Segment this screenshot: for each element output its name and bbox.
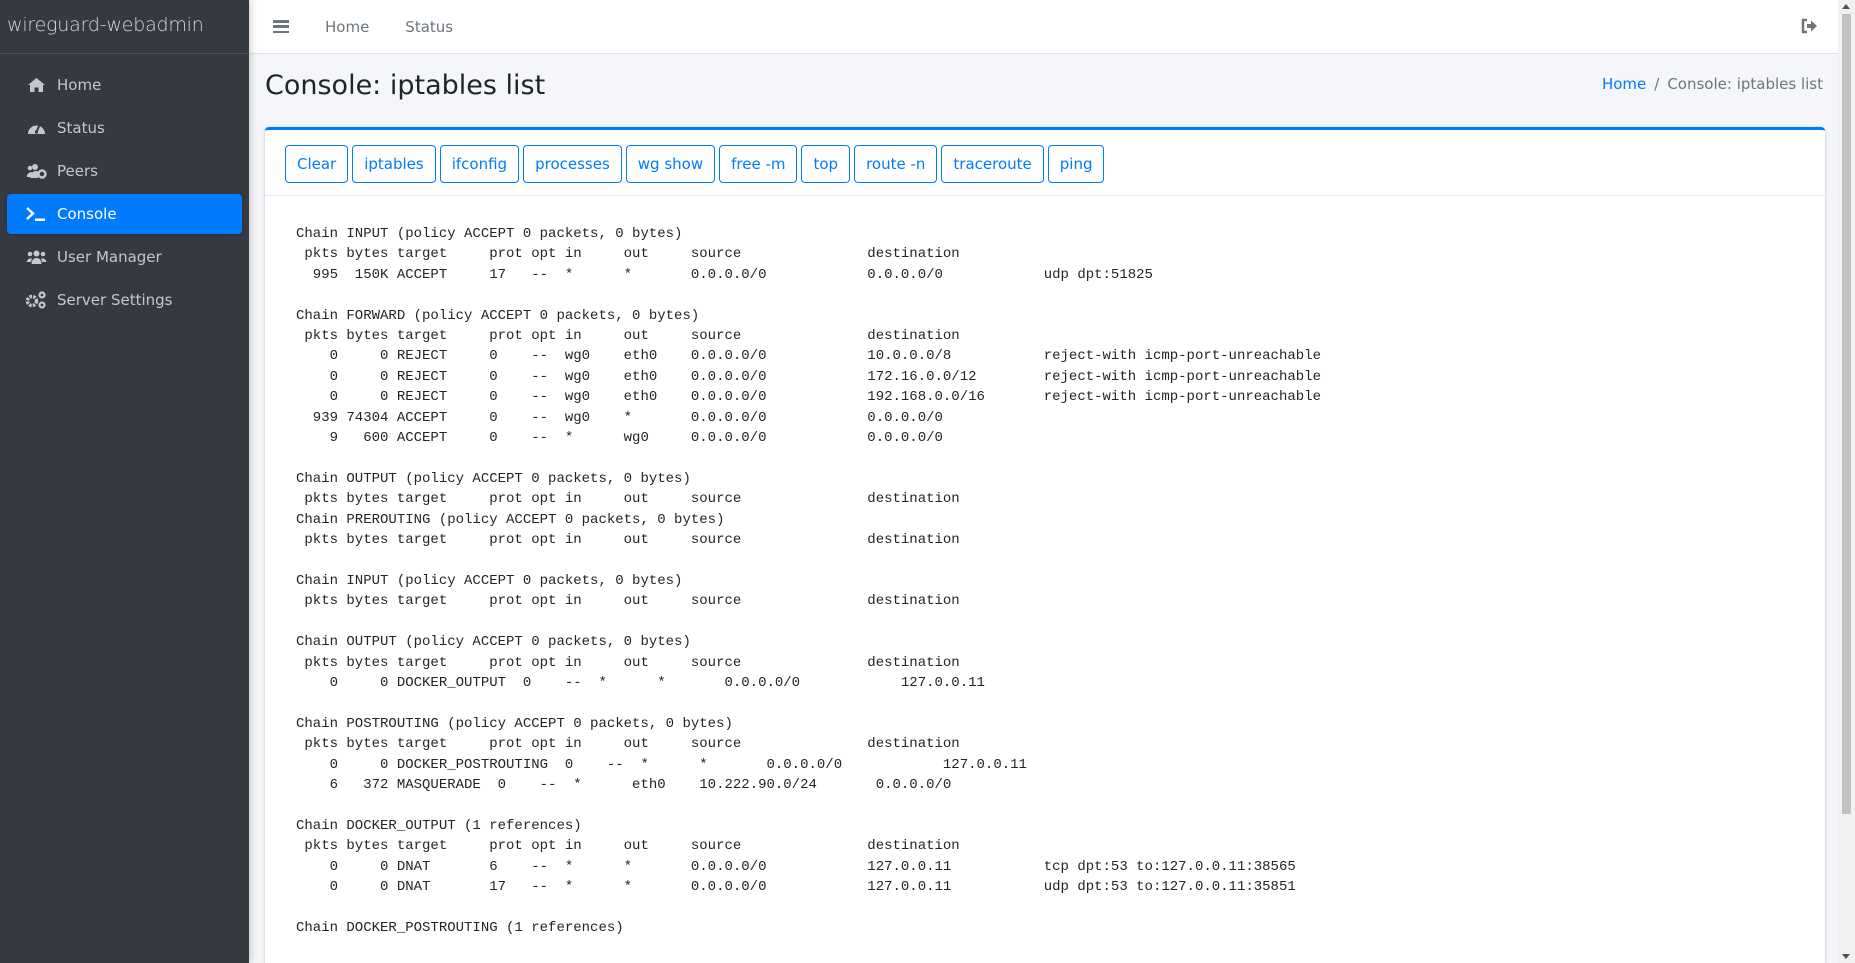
sidebar-item-status[interactable]: Status xyxy=(7,108,242,148)
top-navbar: Home Status xyxy=(249,0,1838,54)
sidebar-item-label: Console xyxy=(57,205,117,223)
sidebar: wireguard-webadmin Home Status Peers Con… xyxy=(0,0,249,963)
traceroute-button[interactable]: traceroute xyxy=(941,145,1044,183)
scroll-up-arrow-icon[interactable] xyxy=(1842,4,1850,9)
free-m-button[interactable]: free -m xyxy=(719,145,798,183)
hamburger-icon[interactable] xyxy=(273,20,289,33)
console-output: Chain INPUT (policy ACCEPT 0 packets, 0 … xyxy=(296,226,1321,936)
processes-button[interactable]: processes xyxy=(523,145,622,183)
scrollbar-thumb[interactable] xyxy=(1842,14,1851,814)
sidebar-item-label: Status xyxy=(57,119,105,137)
cogs-icon xyxy=(25,290,47,310)
sidebar-item-peers[interactable]: Peers xyxy=(7,151,242,191)
sidebar-item-user-manager[interactable]: User Manager xyxy=(7,237,242,277)
sidebar-item-label: Server Settings xyxy=(57,291,173,309)
scroll-down-arrow-icon[interactable] xyxy=(1842,954,1850,959)
wg-show-button[interactable]: wg show xyxy=(625,145,716,183)
ifconfig-button[interactable]: ifconfig xyxy=(439,145,520,183)
topnav-status-link[interactable]: Status xyxy=(405,17,454,36)
tachometer-icon xyxy=(25,118,47,138)
clear-button[interactable]: Clear xyxy=(285,145,349,183)
sidebar-item-label: Peers xyxy=(57,162,98,180)
sidebar-item-console[interactable]: Console xyxy=(7,194,242,234)
page-scrollbar[interactable] xyxy=(1838,0,1855,963)
iptables-button[interactable]: iptables xyxy=(352,145,436,183)
users-cog-icon xyxy=(25,161,47,181)
sidebar-nav: Home Status Peers Console User Manager S… xyxy=(0,54,249,320)
breadcrumb-separator: / xyxy=(1654,75,1660,93)
top-button[interactable]: top xyxy=(801,145,851,183)
terminal-icon xyxy=(25,204,47,224)
breadcrumb-current: Console: iptables list xyxy=(1667,75,1823,93)
console-card: Clear iptables ifconfig processes wg sho… xyxy=(265,127,1825,963)
sidebar-item-server-settings[interactable]: Server Settings xyxy=(7,280,242,320)
sidebar-item-label: Home xyxy=(57,76,102,94)
breadcrumb: Home / Console: iptables list xyxy=(1602,75,1823,93)
page-title: Console: iptables list xyxy=(265,70,546,101)
brand-link[interactable]: wireguard-webadmin xyxy=(0,0,249,54)
users-icon xyxy=(25,247,47,267)
sign-out-icon[interactable] xyxy=(1800,17,1818,35)
home-icon xyxy=(25,75,47,95)
sidebar-item-label: User Manager xyxy=(57,248,162,266)
topnav-home-link[interactable]: Home xyxy=(325,17,370,36)
route-n-button[interactable]: route -n xyxy=(854,145,938,183)
sidebar-item-home[interactable]: Home xyxy=(7,65,242,105)
ping-button[interactable]: ping xyxy=(1047,145,1105,183)
console-toolbar: Clear iptables ifconfig processes wg sho… xyxy=(265,130,1825,196)
breadcrumb-home[interactable]: Home xyxy=(1601,75,1647,93)
